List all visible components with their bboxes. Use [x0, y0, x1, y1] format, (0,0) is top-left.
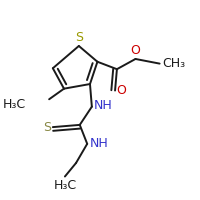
Text: S: S	[75, 31, 83, 44]
Text: H₃C: H₃C	[3, 98, 26, 111]
Text: CH₃: CH₃	[162, 57, 185, 70]
Text: NH: NH	[89, 137, 108, 150]
Text: S: S	[43, 121, 51, 134]
Text: H₃C: H₃C	[53, 179, 76, 192]
Text: O: O	[131, 44, 140, 57]
Text: NH: NH	[94, 99, 113, 112]
Text: O: O	[116, 84, 126, 97]
